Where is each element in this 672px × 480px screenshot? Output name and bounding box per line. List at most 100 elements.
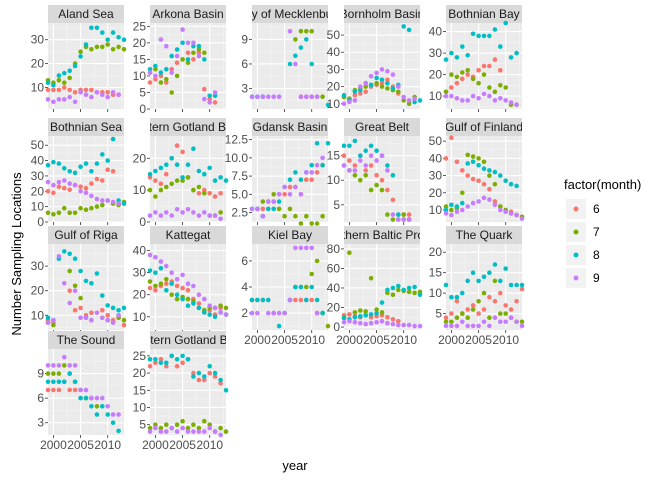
point-month-8 [309,284,315,290]
facet-western-gotland-basin: Western Gotland Basin 5 10 15 20 25 2000 2005 20… [133,331,229,452]
point-month-8 [487,168,492,173]
point-month-6 [212,374,218,379]
point-month-9 [218,432,223,438]
point-month-9 [487,197,492,202]
point-month-7 [503,85,509,90]
point-month-8 [271,206,277,212]
facet-strip [252,118,328,136]
facet-label: The Quark [456,228,514,242]
point-month-6 [443,315,449,321]
point-month-9 [207,303,212,309]
y-tick-label: 30 [327,62,341,76]
y-tick-label: 10 [327,173,341,187]
point-month-7 [304,213,309,219]
point-month-8 [460,44,465,49]
y-tick-label: 20 [429,186,443,200]
point-month-6 [147,363,153,369]
point-month-7 [158,187,164,193]
y-tick-label: 2 [241,306,248,320]
point-month-7 [51,212,56,217]
point-month-9 [401,94,407,100]
point-month-7 [196,425,202,431]
point-month-6 [492,57,498,62]
point-month-9 [164,263,169,269]
facet-label: Arkona Basin [152,7,223,21]
y-tick-label: 9 [241,32,248,46]
point-month-9 [45,97,51,102]
point-month-9 [385,320,390,326]
point-month-8 [67,251,72,257]
point-month-8 [385,287,390,293]
point-month-8 [185,57,191,62]
point-month-8 [449,50,454,56]
point-month-9 [164,429,169,434]
point-month-8 [207,93,212,99]
point-month-8 [67,68,72,74]
point-month-8 [385,163,390,168]
facet-aland-sea: Aland Sea 10 20 30 [31,5,127,112]
point-month-6 [293,297,298,303]
facet-label: The Sound [57,333,116,347]
x-tick-label: 2000 [438,333,465,347]
point-month-8 [454,55,460,60]
point-month-8 [78,164,83,169]
point-month-9 [153,210,158,215]
point-month-9 [89,193,94,199]
point-month-8 [147,171,153,177]
point-month-9 [249,310,255,316]
y-tick-label: 50 [429,134,443,148]
point-month-8 [72,379,78,385]
point-month-8 [121,305,127,311]
y-tick-label: 15 [133,52,147,66]
y-tick-label: 6 [37,391,44,405]
point-month-8 [158,360,164,366]
point-month-7 [401,212,407,217]
point-month-9 [352,168,358,173]
legend-label-8: 8 [593,248,600,262]
point-month-8 [325,141,331,146]
point-month-6 [89,181,94,186]
point-month-8 [185,162,191,167]
point-month-7 [78,49,83,54]
point-month-8 [169,281,174,287]
facet-the-sound: The Sound 3 6 9 2000 2005 2010 [37,331,124,452]
point-month-7 [51,371,56,376]
point-month-7 [191,50,196,56]
point-month-8 [153,357,158,362]
point-month-7 [363,309,369,314]
point-month-7 [202,50,207,56]
point-month-8 [508,282,514,288]
point-month-7 [147,425,153,431]
point-month-6 [470,176,476,182]
point-month-6 [212,100,218,105]
facet-label: Gulf of Riga [54,228,118,242]
y-tick-label: 5 [435,307,442,321]
point-month-9 [503,319,509,325]
y-tick-label: 40 [327,281,341,295]
point-month-8 [100,293,105,298]
x-tick-label: 2005 [363,333,390,347]
legend-label-9: 9 [593,271,600,285]
point-month-6 [454,159,460,165]
point-month-9 [406,322,412,328]
point-month-9 [191,429,196,434]
point-month-8 [121,201,127,206]
legend-label-7: 7 [593,225,600,239]
point-month-9 [271,310,277,316]
point-month-7 [100,202,105,208]
point-month-7 [218,210,223,215]
point-month-9 [508,211,514,216]
point-month-6 [196,377,202,383]
point-month-8 [304,297,309,303]
point-month-7 [374,182,379,188]
y-tick-label: 5 [333,198,340,212]
facet-strip [344,226,420,244]
point-month-7 [174,422,180,428]
point-month-8 [498,278,503,284]
facet-strip [344,118,420,136]
point-month-8 [51,159,56,165]
legend: factor(month) 6 7 8 9 [564,177,641,288]
facet-kattegat: Kattegat 10 20 30 40 [133,226,229,333]
point-month-6 [153,288,158,293]
